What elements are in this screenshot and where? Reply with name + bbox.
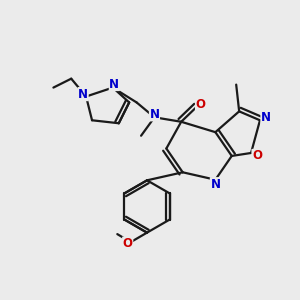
Text: N: N xyxy=(210,178,220,191)
Text: N: N xyxy=(261,111,271,124)
Text: O: O xyxy=(196,98,206,111)
Text: N: N xyxy=(109,77,119,91)
Text: N: N xyxy=(149,108,160,121)
Text: N: N xyxy=(78,88,88,100)
Text: O: O xyxy=(252,149,262,162)
Text: O: O xyxy=(123,237,133,250)
